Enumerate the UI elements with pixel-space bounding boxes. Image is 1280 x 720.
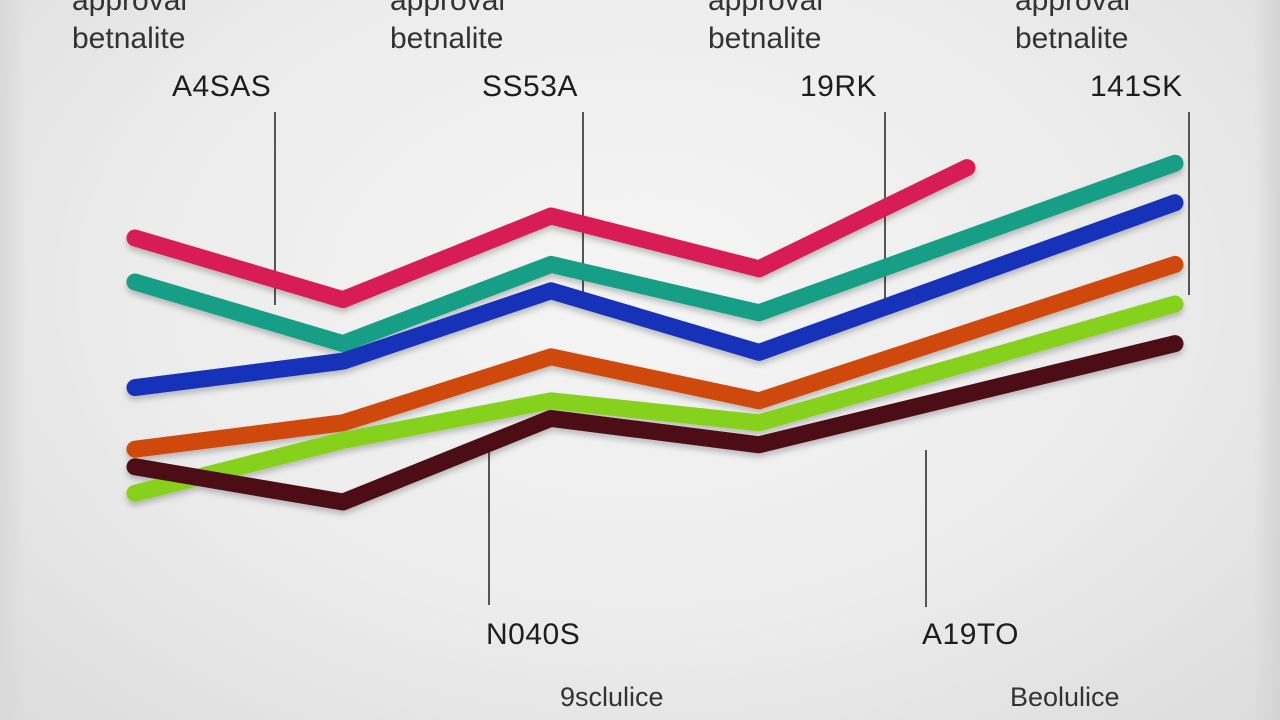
top-caption-2-line1: approval	[390, 0, 506, 17]
top-caption-4-line1: approval	[1015, 0, 1131, 17]
top-value-label-4: 141SK	[1090, 70, 1183, 103]
top-caption-2-line2: betnalite	[390, 22, 504, 55]
top-caption-1-line2: betnalite	[72, 22, 186, 55]
bottom-value-label-2: A19TO	[922, 618, 1019, 651]
series-line-2	[126, 154, 1184, 353]
top-caption-4: approval betnalite	[1015, 0, 1130, 54]
top-value-label-1: A4SAS	[172, 70, 272, 103]
top-value-label-2: SS53A	[482, 70, 578, 103]
top-caption-3-line2: betnalite	[708, 22, 822, 55]
top-caption-1-line1: approval	[72, 0, 188, 17]
top-caption-4-line2: betnalite	[1015, 22, 1129, 55]
top-caption-2: approval betnalite	[390, 0, 505, 54]
series-line-1	[126, 159, 976, 309]
top-caption-1: approval betnalite	[72, 0, 187, 54]
top-value-label-3: 19RK	[800, 70, 878, 103]
footer-caption-2: Beolulice	[1010, 682, 1120, 712]
series-line-5	[126, 295, 1184, 502]
top-caption-3-line1: approval	[708, 0, 824, 17]
bottom-value-label-1: N040S	[486, 618, 581, 651]
footer-caption-1: 9sclulice	[560, 682, 664, 712]
series-line-3	[126, 194, 1184, 397]
top-caption-3: approval betnalite	[708, 0, 823, 54]
series-line-6	[126, 335, 1184, 511]
series-line-4	[126, 255, 1184, 458]
